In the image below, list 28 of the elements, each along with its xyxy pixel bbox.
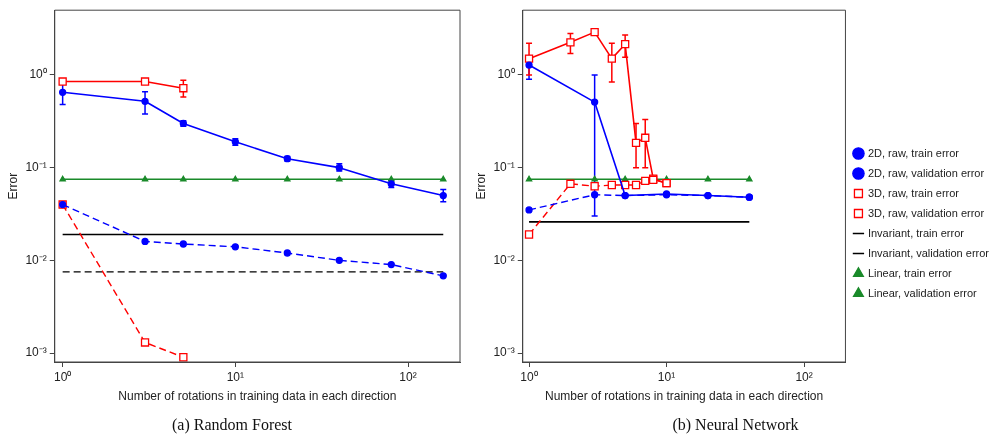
x-tick-label: 10² (399, 369, 417, 384)
y-tick-label: 10⁰ (29, 67, 47, 82)
x-tick-label: 10⁰ (53, 369, 72, 384)
y-tick-label: 10⁻³ (493, 345, 515, 360)
y-axis-title: Error (5, 172, 20, 200)
legend-label: Linear, train error (867, 266, 953, 279)
x-tick-label: 10² (795, 369, 813, 384)
legend-label: Invariant, validation error (867, 246, 990, 259)
x-axis-title: Number of rotations in training data in each direction (545, 388, 824, 403)
x-tick-label: 10¹ (657, 369, 676, 384)
x-tick-label: 10¹ (226, 369, 245, 384)
y-tick-label: 10⁻¹ (493, 159, 515, 174)
y-tick-label: 10⁻² (493, 252, 515, 267)
y-tick-label: 10⁻² (25, 252, 47, 267)
legend-label: 3D, raw, validation error (867, 206, 985, 219)
y-axis-title: Error (473, 172, 488, 200)
legend-label: Linear, validation error (867, 286, 978, 299)
y-tick-label: 10⁰ (497, 67, 515, 82)
x-axis-title: Number of rotations in training data in each direction (118, 388, 397, 403)
legend-label: Invariant, train error (867, 226, 965, 239)
y-tick-label: 10⁻¹ (25, 159, 47, 174)
text: (b) Neural Network (672, 415, 799, 434)
legend-label: 2D, raw, validation error (867, 166, 985, 179)
legend-label: 2D, raw, train error (867, 146, 960, 159)
text: (a) Random Forest (172, 415, 293, 434)
y-tick-label: 10⁻³ (25, 345, 47, 360)
x-tick-label: 10⁰ (520, 369, 538, 384)
legend-label: 3D, raw, train error (867, 186, 960, 199)
